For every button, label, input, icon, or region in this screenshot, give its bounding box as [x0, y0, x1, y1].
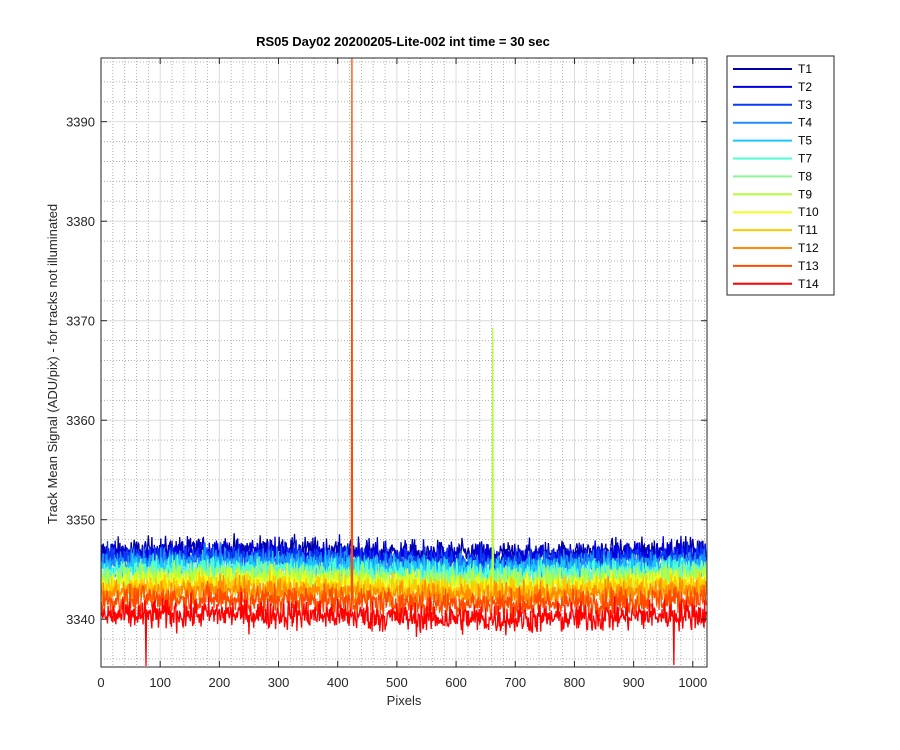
y-tick-label: 3360: [66, 413, 95, 428]
y-tick-label: 3370: [66, 314, 95, 329]
series-line-t12: [101, 573, 707, 613]
x-tick-label: 500: [386, 675, 408, 690]
series-line-t13: [101, 58, 707, 622]
y-tick-label: 3390: [66, 115, 95, 130]
legend-label-t7: T7: [798, 152, 812, 166]
legend-label-t13: T13: [798, 259, 819, 273]
y-axis-label: Track Mean Signal (ADU/pix) - for tracks…: [45, 204, 60, 524]
chart-title: RS05 Day02 20200205-Lite-002 int time = …: [256, 34, 550, 49]
series-line-t1: [101, 533, 707, 569]
x-tick-label: 800: [564, 675, 586, 690]
y-tick-label: 3350: [66, 513, 95, 528]
legend-label-t12: T12: [798, 241, 819, 255]
x-tick-label: 0: [97, 675, 104, 690]
x-tick-label: 700: [504, 675, 526, 690]
legend-label-t9: T9: [798, 187, 812, 201]
series-line-t14: [101, 592, 707, 667]
x-tick-label: 600: [445, 675, 467, 690]
x-tick-label: 1000: [678, 675, 707, 690]
legend-label-t4: T4: [798, 116, 812, 130]
series-layer: [101, 58, 707, 667]
legend-label-t11: T11: [798, 223, 818, 237]
legend-label-t2: T2: [798, 80, 812, 94]
axes-box: [100, 57, 708, 668]
x-tick-label: 300: [268, 675, 290, 690]
legend-label-t5: T5: [798, 134, 812, 148]
legend: T1 T2 T3 T4 T5 T7 T8 T9 T10 T11 T12 T13 T14: [726, 55, 835, 296]
x-tick-label: 200: [209, 675, 231, 690]
plot-area: 3340 3350 3360 3370 3380 3390 0 100 200 300 400 500…: [66, 57, 708, 690]
legend-label-t3: T3: [798, 98, 812, 112]
y-tick-label: 3340: [66, 612, 95, 627]
legend-label-t14: T14: [798, 277, 819, 291]
x-axis-label: Pixels: [387, 693, 422, 708]
x-tick-label: 100: [149, 675, 171, 690]
legend-label-t8: T8: [798, 169, 812, 183]
legend-label-t10: T10: [798, 205, 819, 219]
ticks: 3340 3350 3360 3370 3380 3390 0 100 200 300 400 500…: [66, 58, 707, 690]
y-tick-label: 3380: [66, 214, 95, 229]
x-tick-label: 400: [327, 675, 349, 690]
x-tick-label: 900: [623, 675, 645, 690]
legend-label-t1: T1: [798, 62, 812, 76]
